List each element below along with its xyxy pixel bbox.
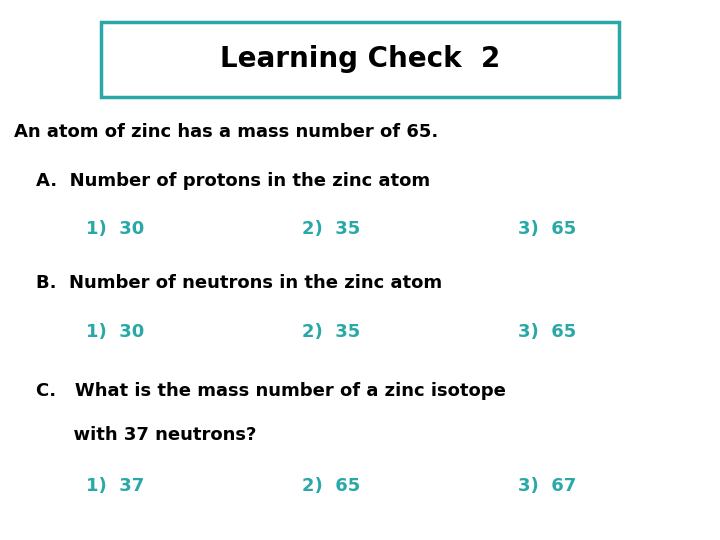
- Text: 1)  30: 1) 30: [86, 220, 145, 239]
- Text: 1)  30: 1) 30: [86, 323, 145, 341]
- Text: 3)  65: 3) 65: [518, 323, 577, 341]
- Text: with 37 neutrons?: with 37 neutrons?: [36, 426, 256, 444]
- Text: 2)  35: 2) 35: [302, 323, 361, 341]
- Text: 3)  67: 3) 67: [518, 477, 577, 495]
- Text: A.  Number of protons in the zinc atom: A. Number of protons in the zinc atom: [36, 172, 430, 190]
- Text: C.   What is the mass number of a zinc isotope: C. What is the mass number of a zinc iso…: [36, 382, 506, 401]
- Text: 3)  65: 3) 65: [518, 220, 577, 239]
- Text: An atom of zinc has a mass number of 65.: An atom of zinc has a mass number of 65.: [14, 123, 438, 141]
- Text: B.  Number of neutrons in the zinc atom: B. Number of neutrons in the zinc atom: [36, 274, 442, 293]
- FancyBboxPatch shape: [101, 22, 619, 97]
- Text: 2)  65: 2) 65: [302, 477, 361, 495]
- Text: 1)  37: 1) 37: [86, 477, 145, 495]
- Text: 2)  35: 2) 35: [302, 220, 361, 239]
- Text: Learning Check  2: Learning Check 2: [220, 45, 500, 73]
